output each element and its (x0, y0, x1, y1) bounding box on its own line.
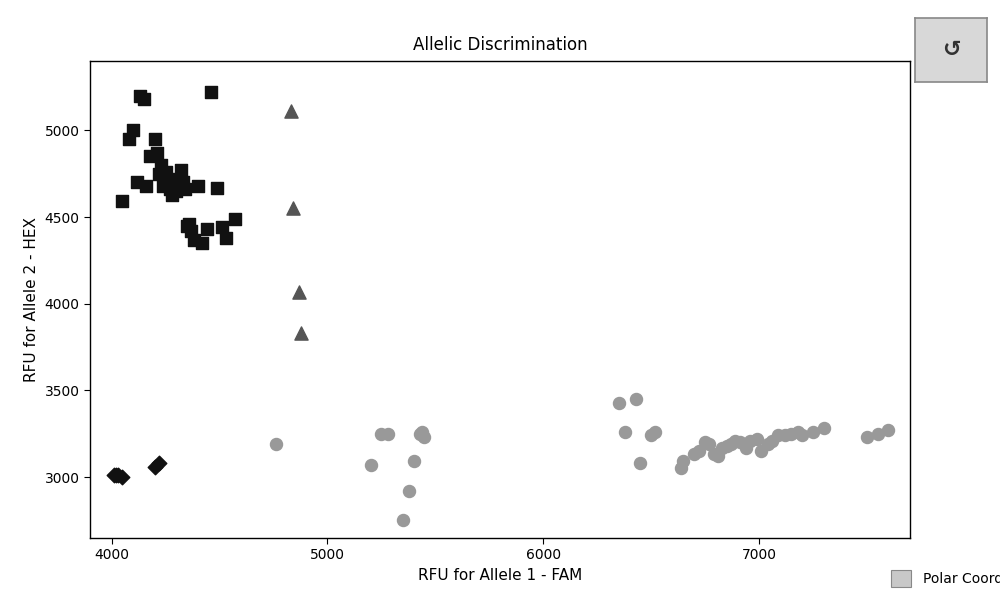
Point (147, 134, 163, 144)
Point (727, 436, 743, 445)
Point (706, 450, 722, 459)
Point (227, 214, 243, 224)
Point (632, 458, 648, 468)
Point (363, 460, 379, 470)
Point (738, 443, 754, 453)
Point (158, 167, 174, 177)
Point (155, 181, 171, 191)
Point (132, 91, 148, 101)
Point (138, 181, 154, 191)
Point (170, 174, 186, 184)
Point (749, 434, 765, 444)
Point (177, 185, 193, 194)
Point (691, 446, 707, 456)
Point (611, 398, 627, 408)
Point (183, 226, 199, 236)
Point (870, 429, 886, 439)
Point (675, 456, 691, 466)
Point (794, 431, 810, 441)
Point (164, 189, 180, 199)
Point (214, 222, 230, 232)
Point (416, 432, 432, 442)
Point (106, 470, 122, 480)
Point (190, 181, 206, 191)
Point (209, 183, 225, 192)
Point (151, 458, 167, 468)
Point (110, 470, 126, 480)
Point (647, 427, 663, 437)
Point (406, 456, 422, 466)
Point (114, 472, 130, 482)
Point (285, 203, 301, 213)
Point (108, 470, 124, 480)
X-axis label: RFU for Allele 1 - FAM: RFU for Allele 1 - FAM (418, 568, 582, 583)
Legend: Polar Coordinates: Polar Coordinates (885, 565, 1000, 593)
Point (710, 452, 726, 461)
Point (719, 441, 735, 451)
Point (673, 464, 689, 474)
Point (783, 429, 799, 439)
Point (268, 439, 284, 449)
Point (770, 431, 786, 441)
Point (395, 516, 411, 525)
Point (186, 235, 202, 244)
Point (291, 287, 307, 296)
Point (697, 437, 713, 447)
Point (732, 437, 748, 447)
Point (151, 169, 167, 178)
Point (125, 125, 141, 135)
Point (179, 221, 195, 230)
Point (173, 166, 189, 175)
Title: Allelic Discrimination: Allelic Discrimination (413, 36, 587, 54)
Point (149, 148, 165, 158)
Point (293, 328, 309, 338)
Point (121, 134, 137, 144)
Point (760, 439, 776, 449)
Point (742, 436, 758, 445)
Point (414, 427, 430, 437)
Point (686, 450, 702, 459)
Point (380, 429, 396, 439)
Point (136, 94, 152, 104)
Point (373, 429, 389, 439)
Y-axis label: RFU for Allele 2 - HEX: RFU for Allele 2 - HEX (24, 217, 39, 382)
Point (153, 160, 169, 170)
Point (166, 181, 182, 191)
Point (628, 394, 644, 404)
Text: ↺: ↺ (942, 40, 960, 60)
Point (142, 152, 158, 161)
Point (880, 425, 896, 435)
Point (764, 436, 780, 445)
Point (790, 427, 806, 437)
Point (175, 178, 191, 188)
Point (412, 429, 428, 439)
Point (129, 178, 145, 188)
Point (114, 197, 130, 207)
Point (160, 178, 176, 188)
Point (147, 462, 163, 472)
Point (816, 423, 832, 433)
Point (753, 446, 769, 456)
Point (218, 233, 234, 243)
Point (199, 224, 215, 234)
Point (701, 439, 717, 449)
Point (194, 238, 210, 248)
Point (617, 427, 633, 437)
Point (777, 431, 793, 441)
Point (859, 432, 875, 442)
Point (203, 87, 219, 97)
Point (181, 219, 197, 229)
Point (283, 106, 299, 116)
Point (643, 431, 659, 441)
Point (805, 427, 821, 437)
Point (714, 443, 730, 453)
Point (401, 486, 417, 496)
Point (168, 186, 184, 196)
Point (723, 439, 739, 449)
Point (162, 185, 178, 194)
